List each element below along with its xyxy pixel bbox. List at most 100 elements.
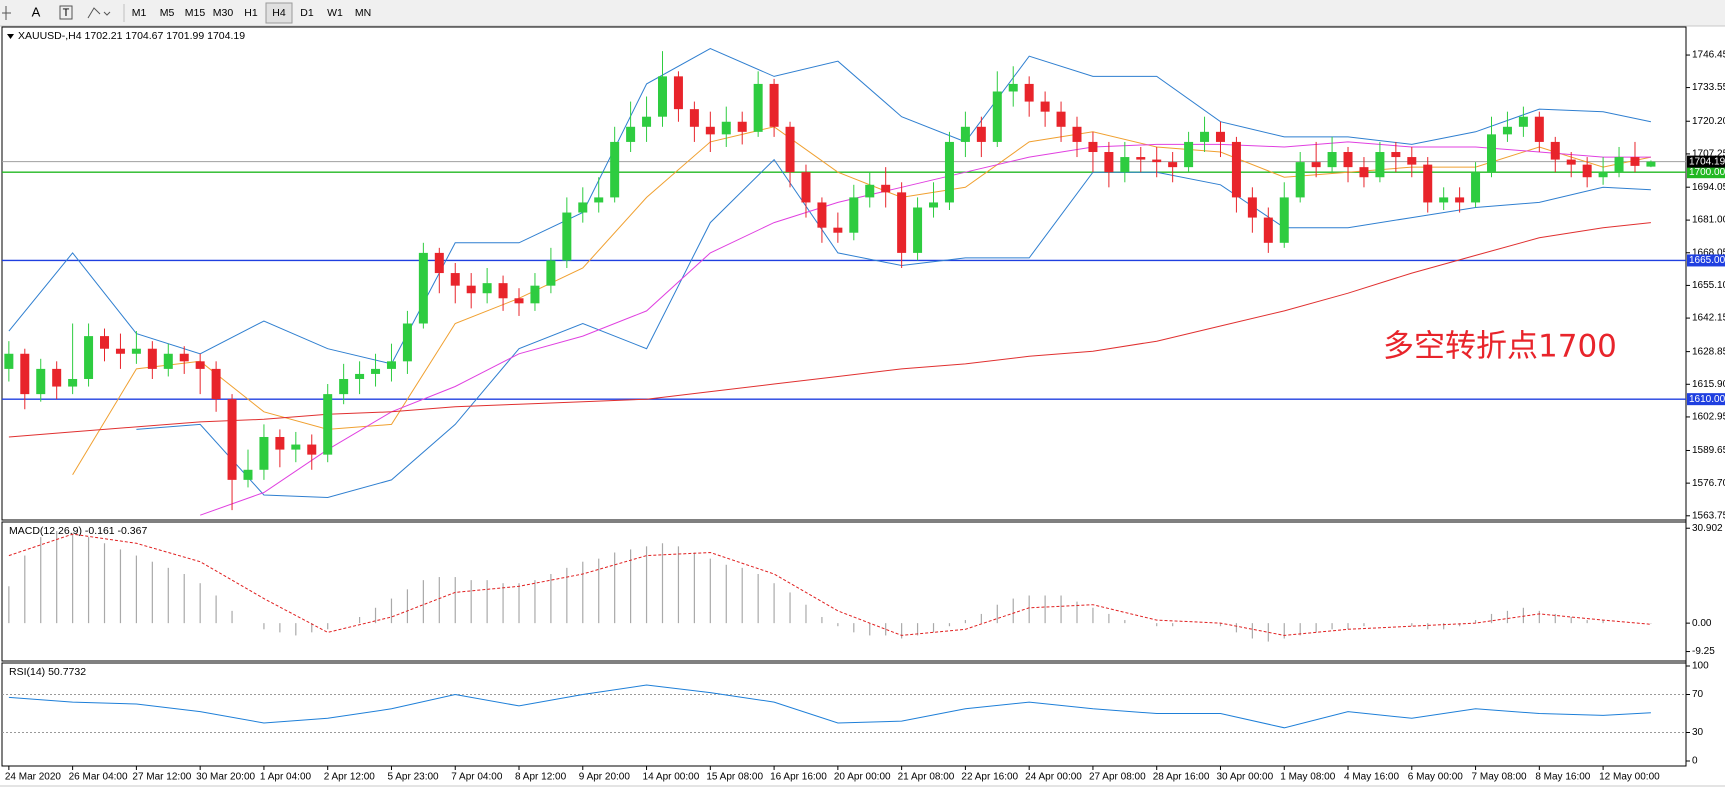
indicator-line: [8, 222, 1651, 438]
candle-body: [1279, 197, 1289, 243]
x-tick-label: 8 May 16:00: [1535, 772, 1590, 783]
timeframe-button[interactable]: D1: [300, 7, 314, 19]
candle-body: [1072, 126, 1082, 142]
candle-body: [211, 368, 221, 400]
text-tool[interactable]: A: [32, 4, 41, 19]
level-tag: [1687, 393, 1725, 406]
candle-body: [753, 83, 763, 132]
candle-body: [36, 368, 46, 395]
candle-body: [849, 197, 859, 233]
timeframe-button[interactable]: H4: [272, 7, 286, 19]
candle-body: [689, 109, 699, 127]
candle-body: [626, 126, 636, 142]
x-tick-label: 7 Apr 04:00: [451, 772, 503, 783]
candle-body: [801, 172, 811, 203]
candle-body: [1168, 162, 1178, 168]
candle-body: [1455, 197, 1465, 203]
x-tick-label: 28 Apr 16:00: [1153, 772, 1210, 783]
text-label-icon[interactable]: [59, 5, 73, 20]
x-tick-label: 15 Apr 08:00: [706, 772, 763, 783]
annotation: 多空转折点1700: [1383, 329, 1617, 365]
candle-body: [1423, 164, 1433, 203]
objects-icon[interactable]: [87, 7, 111, 19]
candle-body: [913, 207, 923, 253]
timeframe-button[interactable]: M1: [132, 7, 147, 19]
candle-body: [131, 348, 141, 354]
rsi-title: RSI(14) 50.7732: [9, 666, 86, 678]
crosshair-icon[interactable]: [2, 6, 11, 20]
timeframes: M1 M5 M15 M30 H1 H4 D1 W1 MN: [132, 2, 371, 24]
candle-body: [52, 368, 62, 387]
candle-body: [1391, 152, 1401, 158]
timeframe-button[interactable]: M30: [213, 7, 234, 19]
x-tick-label: 26 Mar 04:00: [69, 772, 128, 783]
text-label-tool[interactable]: T: [63, 7, 70, 19]
tool-icons: [2, 4, 125, 22]
candle-body: [562, 212, 572, 261]
timeframe-active[interactable]: [265, 2, 293, 24]
candle-body: [1614, 157, 1624, 173]
timeframe-button[interactable]: MN: [355, 7, 371, 19]
timeframe-button[interactable]: W1: [327, 7, 343, 19]
candle-body: [642, 116, 652, 127]
candle-body: [1407, 157, 1417, 165]
candle-body: [721, 121, 731, 135]
x-tick-label: 24 Mar 2020: [5, 772, 62, 783]
candle-body: [1534, 116, 1544, 142]
candle-body: [1582, 164, 1592, 178]
candle-body: [243, 469, 253, 480]
x-tick-label: 21 Apr 08:00: [898, 772, 955, 783]
y-tick-label: 1576.70: [1692, 478, 1725, 489]
candle-body: [355, 373, 365, 379]
x-tick-label: 1 May 08:00: [1280, 772, 1335, 783]
indicator-line: [8, 48, 1652, 365]
candle-body: [450, 273, 460, 286]
candle-body: [610, 141, 620, 198]
dropdown-arrow[interactable]: [7, 34, 14, 39]
x-tick-label: 4 May 16:00: [1344, 772, 1399, 783]
y-tick-label: 1602.95: [1692, 412, 1725, 423]
candle-body: [371, 368, 381, 374]
candle-body: [1040, 101, 1050, 112]
y-tick-label: 100: [1692, 661, 1709, 672]
candle-body: [1566, 159, 1576, 165]
candle-body: [1263, 217, 1273, 243]
candle-body: [115, 348, 125, 354]
candle-body: [1327, 152, 1337, 168]
candle-body: [929, 202, 939, 208]
timeframe-button[interactable]: H1: [244, 7, 258, 19]
x-tick-label: 8 Apr 12:00: [515, 772, 567, 783]
y-tick-label: 1655.10: [1692, 280, 1725, 291]
y-tick-label: 1668.05: [1692, 247, 1725, 258]
level-tag-label: 1665.00: [1689, 255, 1725, 266]
y-tick-label: 1642.15: [1692, 313, 1725, 324]
signal-line: [8, 533, 1651, 636]
y-tick-label: 1746.45: [1692, 50, 1725, 61]
candle-body: [1646, 161, 1656, 167]
timeframe-button[interactable]: M15: [185, 7, 206, 19]
candle-body: [275, 436, 285, 450]
y-tick-label: 30.902: [1692, 523, 1723, 534]
y-tick-label: 30: [1692, 727, 1704, 738]
timeframe-button[interactable]: M5: [160, 7, 175, 19]
y-tick-label: 0.00: [1692, 618, 1712, 629]
candle-body: [705, 126, 715, 135]
candle-body: [259, 436, 269, 470]
candle-body: [1598, 172, 1608, 178]
level-tag: [1687, 254, 1725, 267]
candle-body: [1200, 131, 1210, 142]
y-tick-label: -9.25: [1692, 646, 1715, 657]
candle-body: [1487, 134, 1497, 173]
candle-body: [20, 353, 30, 395]
candle-body: [323, 394, 333, 455]
candle-body: [881, 184, 891, 193]
toolbar: [0, 0, 1725, 26]
candle-body: [960, 126, 970, 142]
candle-body: [1295, 162, 1305, 198]
candle-body: [1008, 83, 1018, 92]
x-tick-label: 9 Apr 20:00: [579, 772, 631, 783]
candle-body: [195, 361, 205, 369]
candle-body: [1471, 172, 1481, 203]
candle-body: [1120, 157, 1130, 173]
